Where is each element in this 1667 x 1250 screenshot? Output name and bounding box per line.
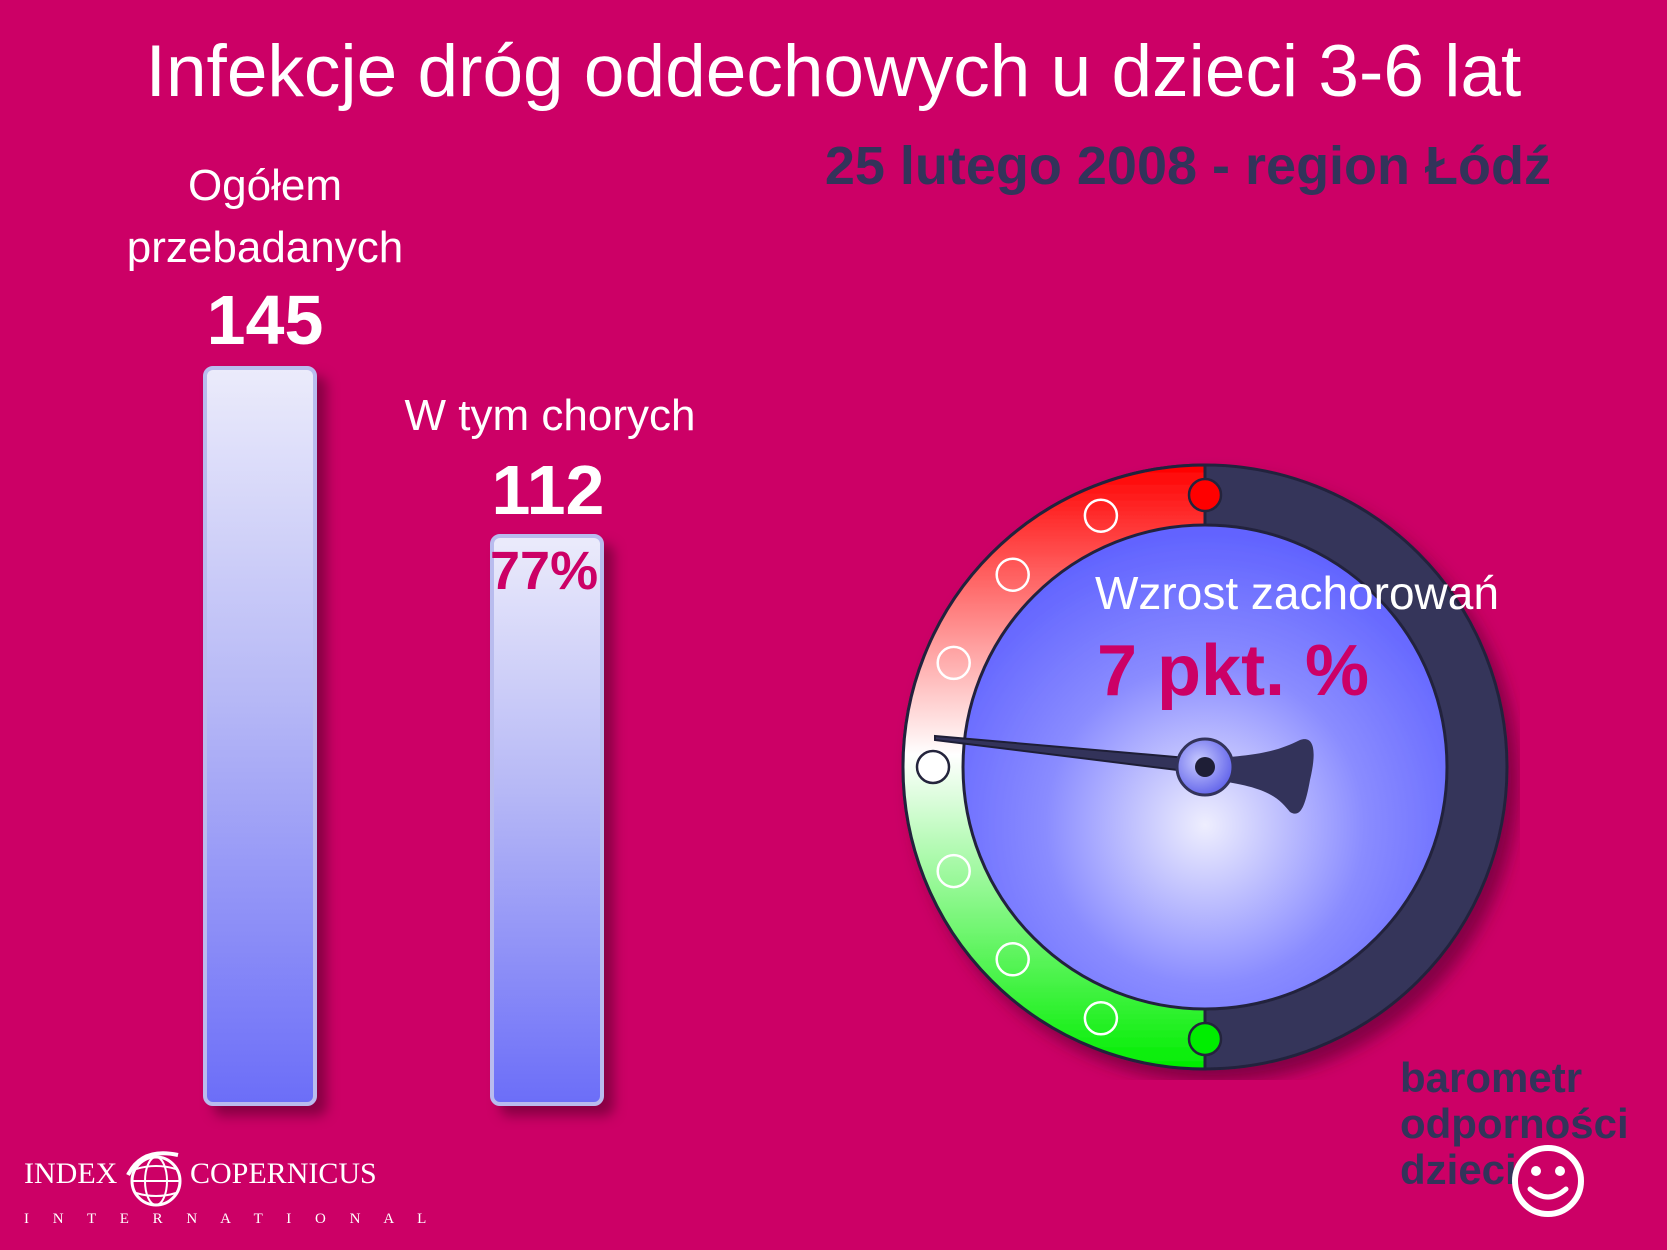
gauge-hub-center (1195, 757, 1215, 777)
bar-value-label-total: 145 (206, 281, 324, 359)
gauge-tick (995, 557, 1030, 592)
gauge-tick (1187, 1021, 1223, 1057)
barometr-logo-line: odporności (1400, 1100, 1629, 1147)
bar-value-label-sick: 112 (491, 451, 605, 529)
page-subtitle: 25 lutego 2008 - region Łódź (824, 136, 1551, 196)
logo-text-international: I N T E R N A T I O N A L (24, 1211, 437, 1227)
gauge-tick (1083, 1001, 1119, 1036)
bar-total (203, 366, 317, 1106)
globe-icon (126, 1151, 182, 1207)
bar-chart: Ogółem przebadanych 145 W tym chorych 11… (0, 0, 760, 1120)
gauge (901, 463, 1509, 1071)
bar-caption-line: Ogółem (187, 161, 343, 210)
logo-text-index: INDEX (24, 1157, 118, 1190)
index-copernicus-logo: INDEX COPERNICUS I N T E R N A T I O N A… (24, 1145, 426, 1235)
gauge-ticks (915, 477, 1223, 1057)
bar-percent-label: 77% (490, 541, 599, 601)
gauge-needle-tail (1210, 739, 1314, 814)
barometr-logo: barometr odporności dzieci (1400, 1055, 1660, 1235)
barometr-logo-line: barometr (1400, 1054, 1583, 1101)
gauge-tick (936, 853, 971, 889)
page-title: Infekcje dróg oddechowych u dzieci 3-6 l… (145, 31, 1522, 112)
gauge-caption: Wzrost zachorowań (1095, 567, 1499, 619)
bar-caption-total: Ogółem przebadanych (90, 155, 440, 279)
gauge-value: 7 pkt. % (1097, 631, 1370, 711)
gauge-tick (1187, 477, 1223, 513)
logo-text-copernicus: COPERNICUS (190, 1157, 377, 1190)
gauge-tick (936, 645, 971, 681)
bar-caption-line: W tym chorych (404, 391, 696, 440)
bar-caption-line: przebadanych (126, 223, 404, 272)
gauge-tick (995, 942, 1030, 977)
bar-sick (490, 534, 604, 1106)
barometr-logo-line: dzieci (1400, 1146, 1517, 1193)
gauge-tick (915, 749, 951, 785)
smiley-icon (1512, 1145, 1584, 1217)
bar-caption-sick: W tym chorych (355, 385, 745, 447)
gauge-tick (1083, 498, 1119, 533)
